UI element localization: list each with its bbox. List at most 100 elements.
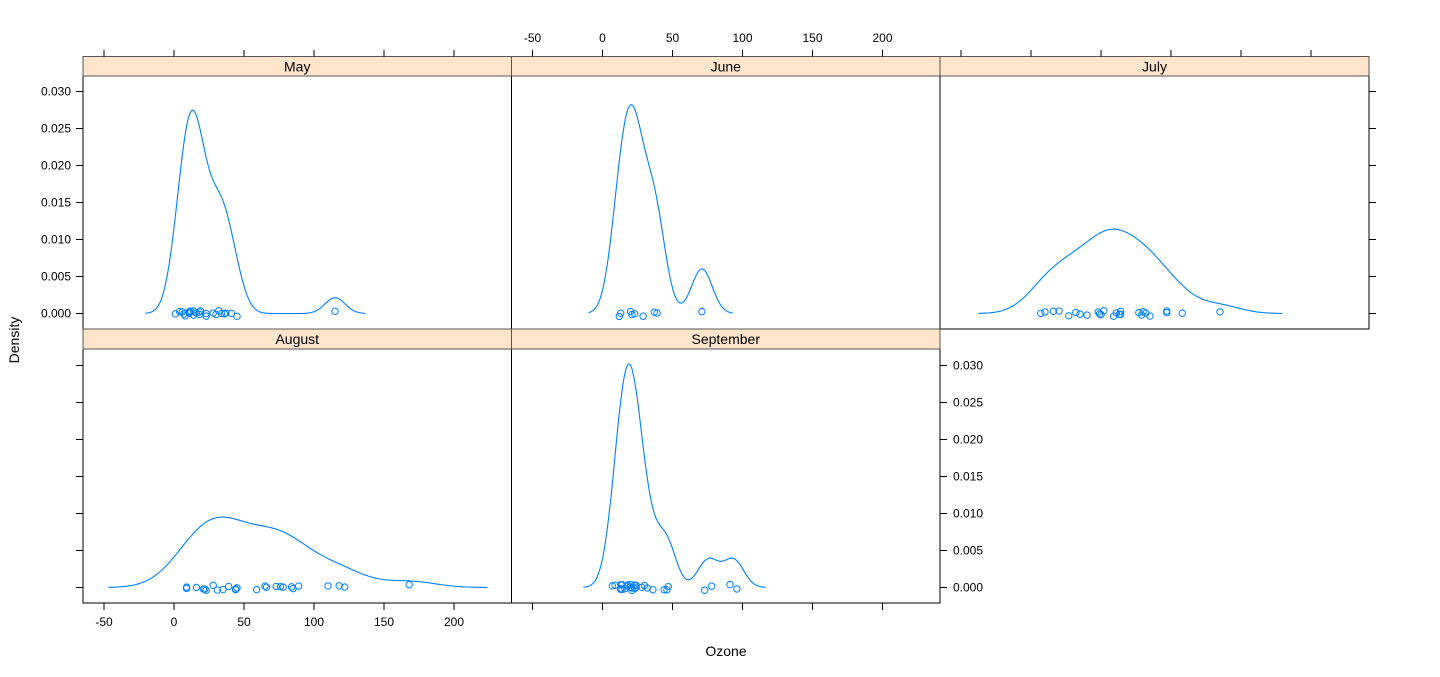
x-tick-label: 200 [444,615,464,629]
y-tick-label: 0.025 [953,396,983,410]
y-tick-label: 0.025 [41,122,71,136]
data-point [171,310,180,318]
data-point [202,312,210,320]
x-tick-label: 150 [802,31,822,45]
data-point [178,308,187,316]
data-point [1041,308,1049,316]
data-point [626,307,635,316]
data-point [617,584,625,593]
y-tick-label: 0.010 [953,507,983,521]
y-tick-label: 0.000 [953,581,983,595]
data-point [213,586,222,594]
data-point [733,585,741,593]
data-point [626,580,635,589]
data-point [708,582,716,590]
density-curve [978,228,1283,314]
panel-may [82,75,512,330]
data-point [199,585,208,593]
data-point [1037,309,1045,318]
x-tick-label: 0 [599,31,606,45]
data-point [631,310,639,318]
data-point [196,307,205,315]
data-point [660,586,668,594]
data-point [189,311,198,319]
data-point [231,585,240,594]
data-point [618,585,626,594]
data-point [1049,307,1058,316]
data-point [261,582,269,590]
panel-august [82,348,512,604]
panel-june [511,75,941,330]
x-axis-label: Ozone [705,643,746,659]
y-tick-label: 0.015 [953,470,983,484]
data-point [175,307,184,316]
data-point [611,581,619,589]
data-point [341,583,349,591]
data-point [618,581,626,589]
data-point [219,585,227,594]
x-tick-label: 50 [666,31,680,45]
y-tick-label: 0.015 [41,196,71,210]
strip-label: June [711,59,742,75]
data-point [189,307,198,315]
x-tick-label: 0 [171,615,178,629]
data-point [1076,310,1084,318]
data-point [287,583,296,591]
x-tick-label: 50 [237,615,251,629]
y-tick-label: 0.020 [41,159,71,173]
strip-label: May [284,59,310,75]
data-point [639,312,647,320]
x-tick-label: 150 [374,615,394,629]
data-point [1072,308,1080,317]
data-point [608,582,616,590]
density-curve [108,516,488,588]
density-curve [583,363,766,588]
y-tick-label: 0.030 [41,85,71,99]
x-tick-label: -50 [95,615,113,629]
x-tick-label: -50 [524,31,542,45]
strip-july [939,56,1370,77]
data-point [1116,310,1125,319]
data-point [1083,311,1091,319]
data-point [289,584,297,593]
data-point [335,582,343,590]
data-point [405,580,413,589]
data-point [631,584,639,593]
data-point [726,580,734,589]
data-point [276,582,285,591]
y-tick-label: 0.010 [41,233,71,247]
panel-july [939,75,1370,330]
data-point [224,582,233,591]
data-point [617,309,625,317]
data-point [1109,312,1118,320]
data-point [698,307,706,316]
x-tick-label: 100 [304,615,324,629]
data-point [227,309,236,318]
data-point [324,582,332,590]
data-point [262,583,271,591]
data-point [640,581,649,590]
strip-label: August [275,331,319,347]
y-tick-label: 0.030 [953,359,983,373]
data-point [222,309,230,317]
strip-september [511,328,941,350]
data-point [252,585,261,594]
data-point [701,586,709,594]
strip-label: September [692,331,761,347]
data-point [663,586,671,594]
x-tick-label: 100 [732,31,752,45]
data-point [1097,310,1105,319]
data-point [1163,307,1171,315]
data-point [649,586,657,594]
strip-label: July [1142,59,1167,75]
data-point [1065,312,1073,320]
data-point [1055,307,1063,315]
data-point [279,583,287,591]
density-curve [588,104,733,314]
data-point [185,309,194,318]
data-point [650,308,658,316]
data-point [233,312,241,321]
density-curve [145,109,366,315]
data-point [233,584,241,592]
